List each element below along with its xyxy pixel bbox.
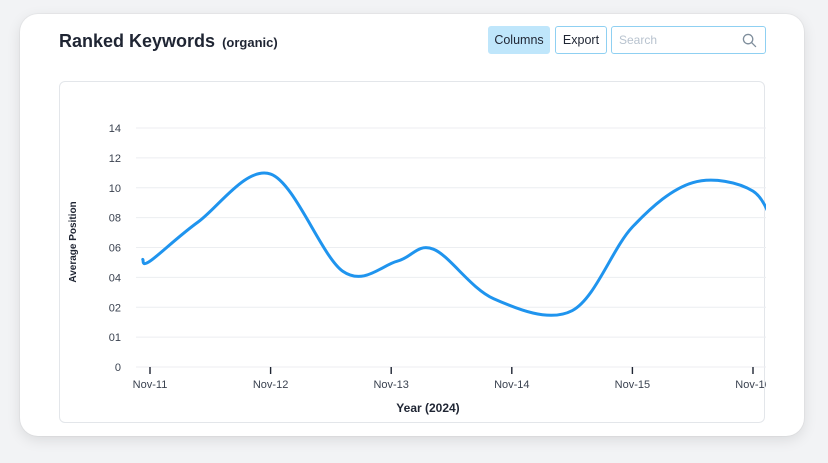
search-box (611, 26, 766, 54)
y-tick-label: 02 (109, 302, 121, 314)
series-line-average-position (141, 171, 766, 317)
chart-container: 0 01 02 04 06 08 10 12 14 Nov-11 Nov-12 Nov-13 Nov-1… (59, 81, 766, 423)
page-subtitle: (organic) (222, 35, 278, 50)
search-icon[interactable] (742, 33, 757, 48)
y-tick-label: 12 (109, 153, 121, 165)
ranked-keywords-card: Ranked Keywords (organic) Columns Export… (20, 14, 804, 436)
x-tick-label: Nov-14 (494, 379, 529, 391)
x-tick-label: Nov-11 (133, 379, 168, 391)
columns-button[interactable]: Columns (488, 26, 550, 54)
x-axis-title: Year (2024) (396, 401, 459, 415)
y-tick-label: 08 (109, 213, 121, 225)
x-tick-label: Nov-15 (615, 379, 650, 391)
page-title: Ranked Keywords (59, 31, 216, 51)
search-input[interactable] (612, 27, 744, 53)
y-tick-label: 14 (109, 123, 121, 135)
y-axis-title: Average Position (68, 201, 79, 282)
export-button[interactable]: Export (555, 26, 607, 54)
y-tick-label: 06 (109, 243, 121, 255)
x-tick-label: Nov-16 (735, 379, 766, 391)
line-chart: 0 01 02 04 06 08 10 12 14 Nov-11 Nov-12 Nov-13 Nov-1… (68, 123, 766, 415)
y-tick-label: 04 (109, 272, 121, 284)
y-tick-label: 0 (115, 362, 121, 374)
x-tick-label: Nov-13 (373, 379, 408, 391)
y-tick-label: 01 (109, 332, 121, 344)
y-tick-label: 10 (109, 183, 121, 195)
card-title: Ranked Keywords (organic) (59, 31, 278, 52)
x-tick-label: Nov-12 (253, 379, 288, 391)
